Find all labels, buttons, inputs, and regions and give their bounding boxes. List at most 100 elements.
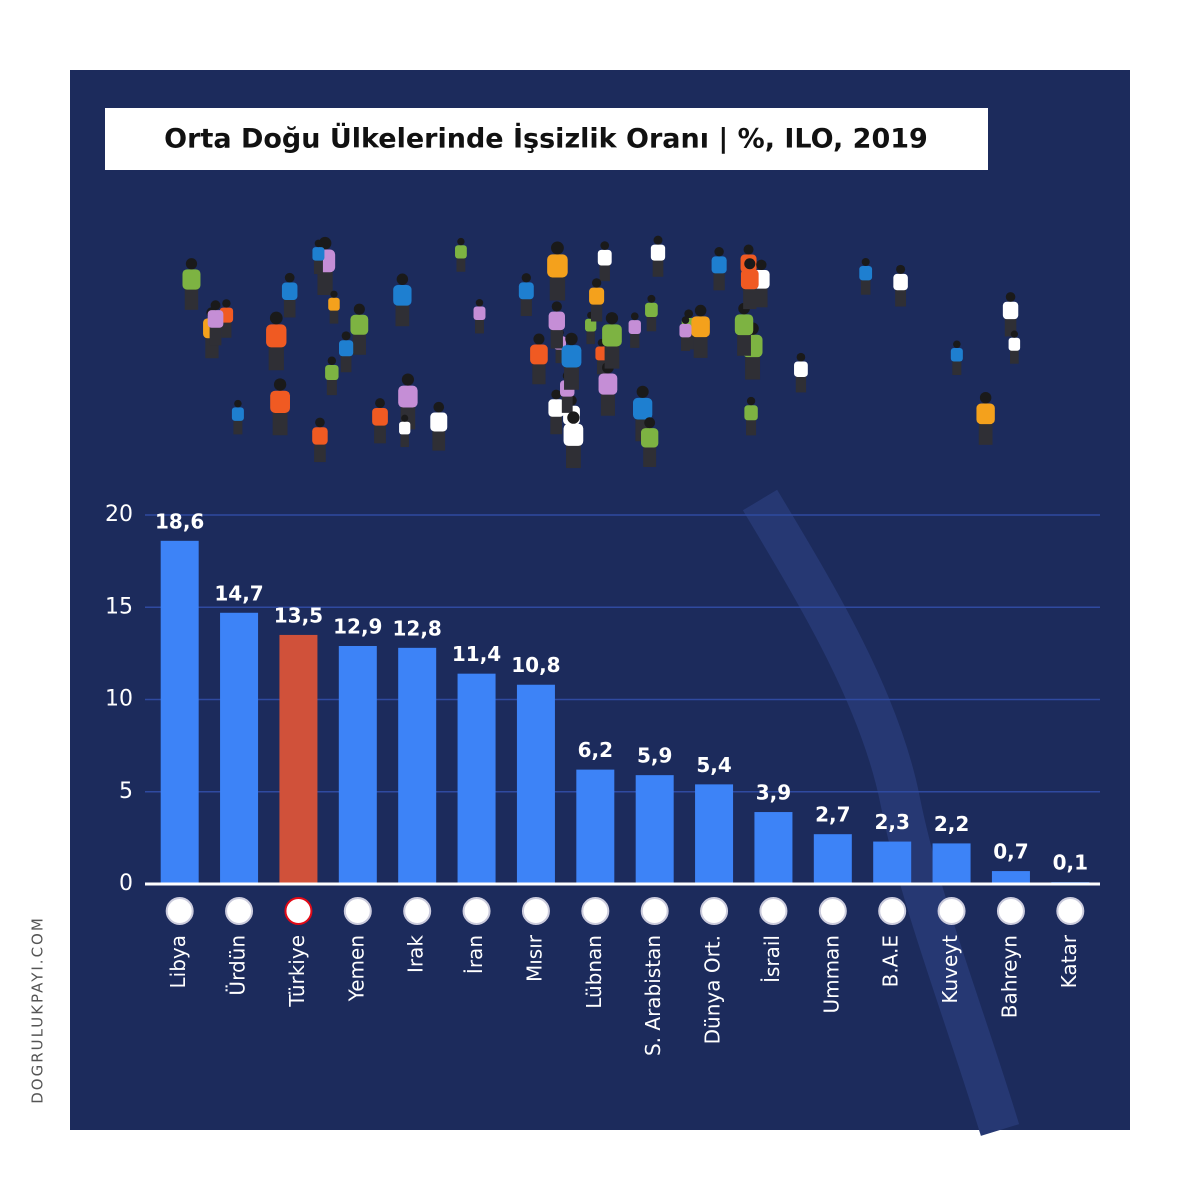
person-head — [647, 294, 656, 303]
person-head — [475, 299, 484, 307]
person-legs — [395, 301, 410, 327]
person-body — [893, 273, 908, 291]
person-head — [567, 411, 580, 424]
person-head — [681, 316, 690, 324]
person-body — [734, 314, 754, 336]
person-legs — [630, 330, 640, 348]
person-legs — [743, 284, 757, 310]
person-legs — [590, 300, 603, 322]
person-head — [861, 257, 870, 266]
value-label: 11,4 — [452, 642, 501, 666]
person-legs — [755, 284, 768, 308]
person-head — [1010, 330, 1018, 338]
x-tick-label: Bahreyn — [997, 935, 1021, 1018]
value-label: 5,9 — [637, 744, 672, 768]
x-tick-label: İsrail — [760, 935, 784, 983]
person-head — [315, 417, 325, 428]
person-head — [953, 340, 961, 348]
person-legs — [475, 316, 484, 334]
person-head — [533, 333, 545, 345]
person-head — [896, 264, 906, 274]
person-head — [375, 398, 385, 408]
person-legs — [566, 440, 581, 469]
bar — [813, 834, 852, 884]
x-tick-label: S. Arabistan — [641, 935, 665, 1056]
bar — [754, 812, 793, 884]
person-body — [518, 282, 534, 300]
bar — [338, 645, 377, 884]
value-label: 14,7 — [214, 581, 263, 605]
person-head — [210, 300, 221, 311]
person-legs — [329, 307, 339, 324]
person-head — [457, 237, 465, 246]
person-body — [328, 297, 340, 311]
person-head — [185, 258, 198, 270]
person-legs — [895, 286, 907, 307]
person-head — [746, 396, 756, 406]
person-head — [605, 312, 619, 325]
person-legs — [599, 262, 610, 282]
person-legs — [209, 323, 222, 346]
person-body — [859, 265, 873, 281]
bar — [398, 647, 437, 884]
x-tick-label: Ürdün — [226, 935, 250, 996]
person-legs — [713, 269, 725, 291]
person-body — [207, 310, 224, 328]
person-body — [976, 403, 995, 425]
person-body — [399, 421, 411, 435]
person-body — [325, 364, 339, 381]
bar — [873, 841, 912, 884]
flag — [462, 897, 491, 925]
person-head — [630, 312, 639, 321]
person-body — [598, 373, 618, 395]
person-body — [633, 397, 653, 420]
x-tick-label: Lübnan — [582, 935, 606, 1009]
watermark: DOGRULUKPAYI.COM — [29, 916, 47, 1104]
value-label: 3,9 — [756, 781, 791, 805]
bar — [220, 612, 259, 884]
flag — [165, 897, 194, 925]
flag — [878, 897, 907, 925]
person-head — [1005, 292, 1016, 302]
person-legs — [313, 257, 323, 275]
y-tick-label: 20 — [105, 502, 133, 527]
person-legs — [745, 352, 761, 380]
x-tick-label: Kuveyt — [938, 935, 962, 1004]
person-legs — [550, 412, 562, 435]
person-legs — [596, 357, 607, 375]
bar — [457, 673, 496, 884]
bar — [695, 784, 734, 884]
person-head — [521, 273, 531, 283]
person-head — [269, 311, 283, 325]
person-body — [597, 249, 612, 266]
value-label: 0,7 — [993, 840, 1028, 864]
person-body — [641, 428, 659, 448]
person-body — [645, 302, 658, 318]
person-head — [401, 414, 409, 422]
x-tick-label: İran — [463, 935, 487, 974]
bar — [160, 540, 199, 884]
value-label: 12,9 — [333, 614, 382, 638]
person-legs — [586, 328, 595, 345]
person-legs — [652, 257, 664, 277]
person-legs — [317, 267, 333, 295]
person-body — [950, 347, 963, 362]
person-legs — [643, 443, 657, 468]
flag — [225, 897, 254, 925]
person-body — [548, 399, 564, 417]
person-head — [714, 246, 724, 257]
person-legs — [1004, 315, 1017, 337]
title-box — [105, 108, 988, 170]
x-tick-label: Türkiye — [285, 935, 309, 1008]
person-legs — [221, 319, 232, 338]
flag — [700, 897, 729, 925]
person-head — [756, 259, 767, 271]
person-head — [433, 401, 445, 413]
person-legs — [272, 408, 288, 436]
flag — [818, 897, 847, 925]
flag — [937, 897, 966, 925]
person-body — [312, 427, 328, 445]
person-legs — [952, 358, 962, 376]
person-head — [744, 258, 756, 270]
person-legs — [314, 440, 326, 463]
